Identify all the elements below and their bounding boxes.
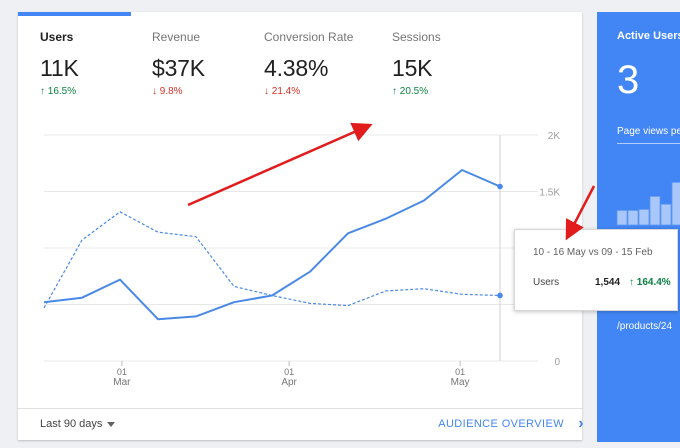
x-tick-day-label: 01 [117,367,127,377]
current-period-line [43,169,501,321]
top-page-link[interactable]: /products/24 [617,321,673,332]
arrow-down-icon: ↓ [152,86,157,97]
arrow-up-icon: ↑ [40,86,45,97]
metric-tab-sessions[interactable]: Sessions 15K ↑ 20.5% [392,30,441,97]
arrow-down-icon: ↓ [264,86,269,97]
metric-change: ↑ 16.5% [40,86,77,97]
x-tick-month-label: May [451,377,470,388]
current-period-point [497,183,503,190]
active-users-card: Active Users 3 Page views per /products/… [597,12,680,442]
active-users-count: 3 [617,58,640,102]
metric-value: $37K [152,55,205,81]
page-views-bar [660,203,672,226]
previous-period-point [497,292,503,299]
tooltip-metric: Users [533,277,560,288]
date-range-dropdown[interactable]: Last 90 days [40,418,116,430]
tooltip-value: 1,544 [595,277,621,288]
x-tick-month-label: Mar [113,377,131,388]
tooltip-change: ↑ 164.4% [629,277,671,288]
selected-metric-indicator [18,12,131,16]
page-views-bar [649,195,661,226]
metric-change: ↑ 20.5% [392,86,429,97]
active-users-title: Active Users [617,30,680,42]
chevron-right-icon: › [578,415,584,432]
x-tick-day-label: 01 [455,367,465,377]
metric-tab-revenue[interactable]: Revenue $37K ↓ 9.8% [152,30,205,97]
y-tick-label: 2K [548,131,561,142]
metric-value: 4.38% [264,55,329,81]
y-tick-label: 0 [554,357,560,368]
audience-overview-card: Users 11K ↑ 16.5% Revenue $37K ↓ 9.8% Co… [18,12,584,440]
footer-divider [18,408,582,409]
metric-label: Sessions [392,30,441,44]
page-views-bar-chart [616,181,680,226]
previous-period-line [43,211,501,309]
tooltip-row: Users 1,544 ↑ 164.4% [533,277,671,288]
metric-change: ↓ 9.8% [152,86,183,97]
audience-overview-link[interactable]: AUDIENCE OVERVIEW › [438,415,583,432]
arrow-up-icon: ↑ [392,86,397,97]
x-tick-day-label: 01 [284,367,294,377]
page-views-bar [638,208,650,226]
y-tick-label: 1.5K [539,188,560,199]
metric-label: Users [40,30,74,44]
subtitle-divider [617,143,680,144]
metric-value: 15K [392,55,433,81]
date-range-label: Last 90 days [40,418,103,430]
metric-value: 11K [40,55,79,81]
chart-tooltip: 10 - 16 May vs 09 - 15 Feb Users 1,544 ↑… [514,229,678,311]
x-tick-month-label: Apr [281,377,297,388]
page-views-subtitle: Page views per [617,126,680,137]
caret-down-icon [107,421,116,427]
metric-change: ↓ 21.4% [264,86,301,97]
metric-tab-conversion-rate[interactable]: Conversion Rate 4.38% ↓ 21.4% [264,30,353,97]
tooltip-date-range: 10 - 16 May vs 09 - 15 Feb [533,247,653,258]
page-views-bar [671,181,680,226]
metric-tab-users[interactable]: Users 11K ↑ 16.5% [40,30,79,97]
page-views-bar [616,210,628,226]
page-views-bar [627,210,639,226]
metric-label: Conversion Rate [264,30,354,44]
audience-overview-label: AUDIENCE OVERVIEW [438,418,564,430]
metric-label: Revenue [152,30,201,44]
